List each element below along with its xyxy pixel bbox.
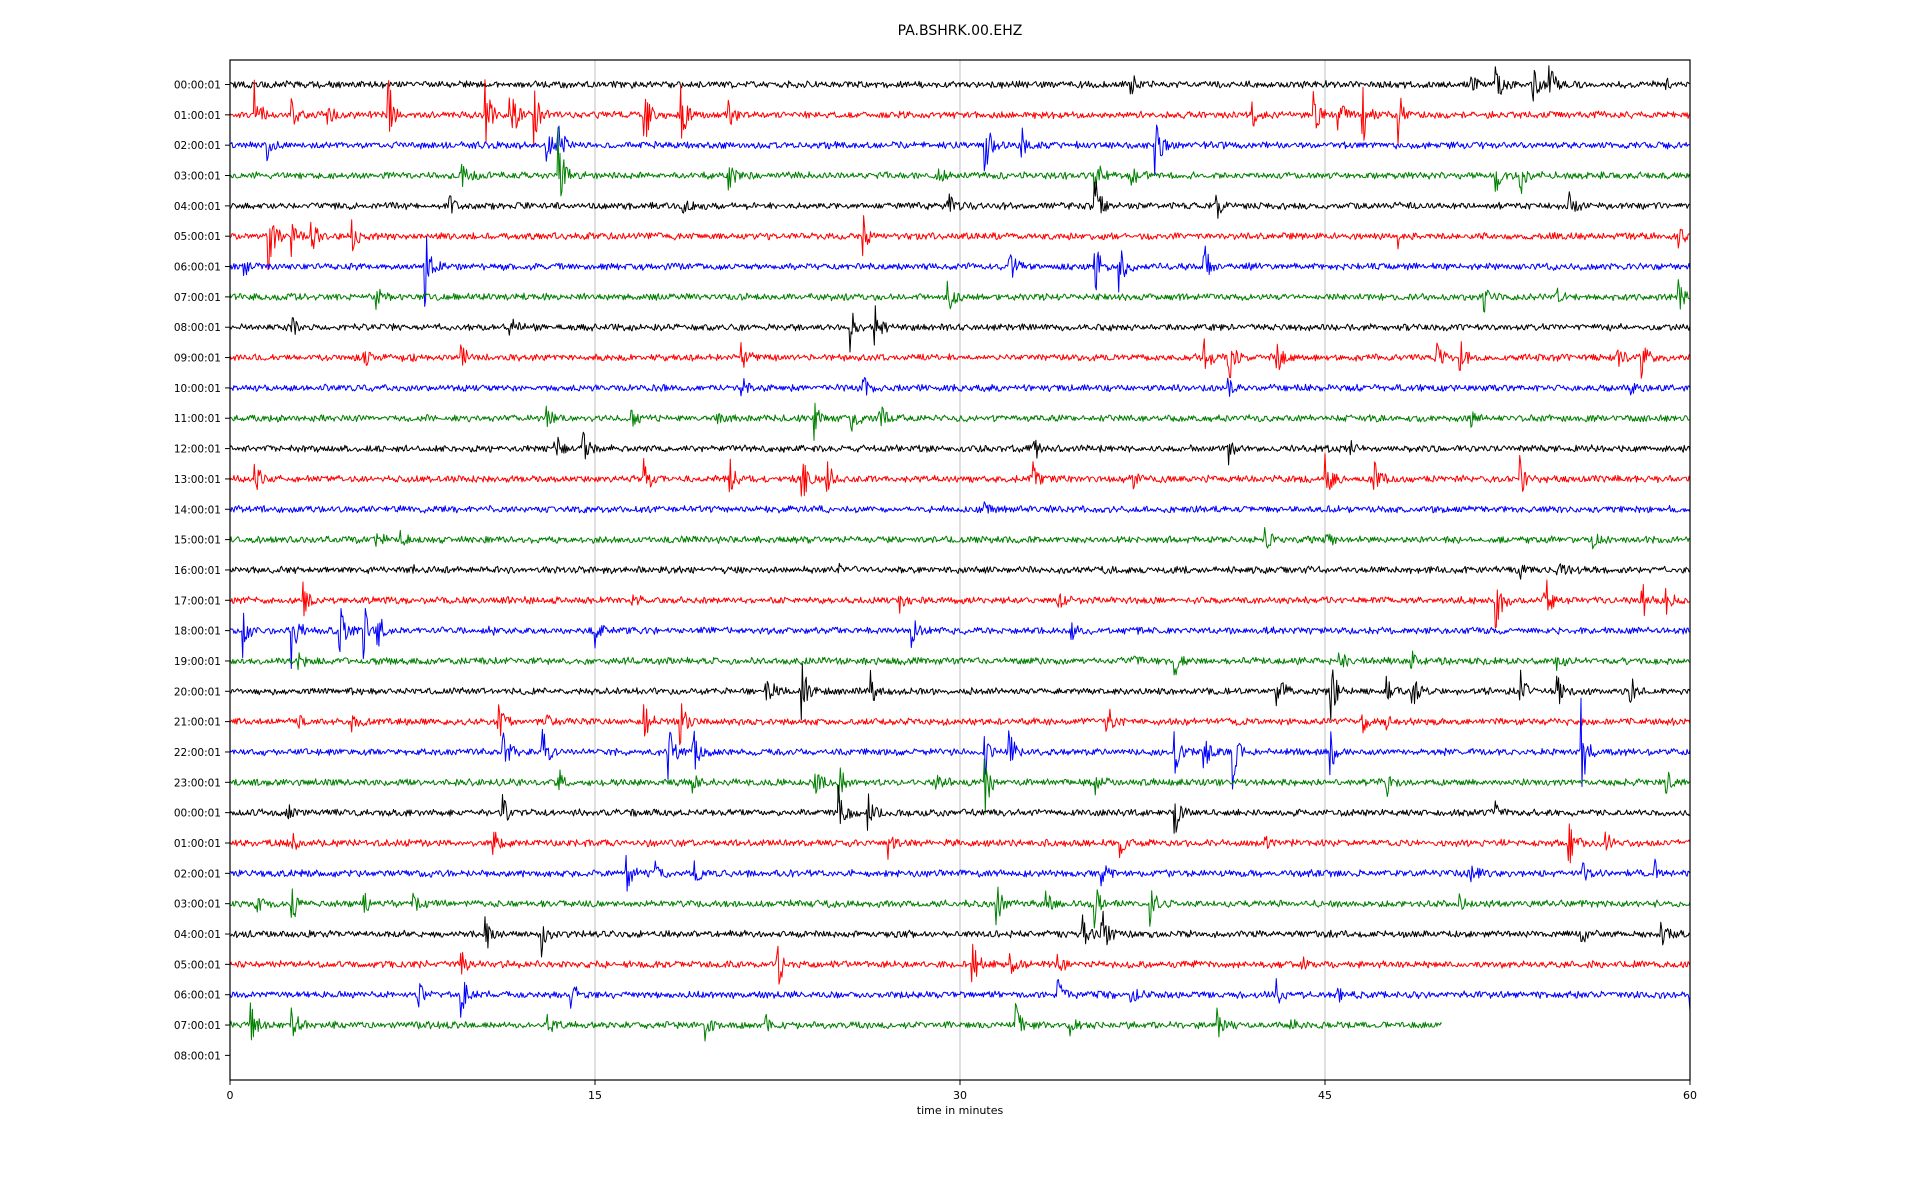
x-tick-label: 15 bbox=[588, 1089, 602, 1102]
trace-row-19 bbox=[229, 650, 1691, 676]
trace-row-15 bbox=[229, 527, 1691, 550]
y-tick-label: 01:00:01 bbox=[174, 838, 221, 850]
trace-row-3 bbox=[229, 127, 1691, 197]
trace-row-23 bbox=[229, 758, 1691, 814]
y-tick-label: 04:00:01 bbox=[174, 201, 221, 213]
y-tick-label: 09:00:01 bbox=[174, 353, 221, 365]
y-tick-label: 03:00:01 bbox=[174, 171, 221, 183]
trace-row-0 bbox=[229, 65, 1690, 102]
trace-row-11 bbox=[229, 402, 1691, 441]
trace-row-5 bbox=[229, 215, 1691, 271]
y-tick-label: 13:00:01 bbox=[174, 474, 221, 486]
y-tick-label: 22:00:01 bbox=[174, 747, 221, 759]
x-tick-label: 45 bbox=[1318, 1089, 1332, 1102]
trace-row-7 bbox=[229, 279, 1691, 313]
trace-row-22 bbox=[229, 697, 1691, 790]
trace-group bbox=[229, 65, 1691, 1042]
trace-row-28 bbox=[229, 910, 1691, 958]
y-axis: 00:00:01 01:00:01 02:00:01 03:00:01 04:00:01… bbox=[174, 80, 230, 1062]
y-tick-label: 06:00:01 bbox=[174, 990, 221, 1002]
y-tick-label: 12:00:01 bbox=[174, 444, 221, 456]
trace-row-27 bbox=[229, 886, 1691, 929]
trace-row-29 bbox=[229, 943, 1691, 985]
trace-row-18 bbox=[229, 607, 1691, 669]
y-tick-label: 17:00:01 bbox=[174, 595, 221, 607]
y-tick-label: 14:00:01 bbox=[174, 504, 221, 516]
y-tick-label: 01:00:01 bbox=[174, 110, 221, 122]
x-tick-label: 60 bbox=[1683, 1089, 1697, 1102]
y-tick-label: 19:00:01 bbox=[174, 656, 221, 668]
y-tick-label: 11:00:01 bbox=[174, 413, 221, 425]
y-tick-label: 06:00:01 bbox=[174, 262, 221, 274]
x-axis-label: time in minutes bbox=[917, 1104, 1004, 1117]
y-tick-label: 15:00:01 bbox=[174, 535, 221, 547]
y-tick-label: 05:00:01 bbox=[174, 231, 221, 243]
trace-row-17 bbox=[229, 579, 1691, 629]
trace-row-26 bbox=[229, 854, 1691, 892]
trace-row-8 bbox=[229, 305, 1691, 353]
y-tick-label: 07:00:01 bbox=[174, 1020, 221, 1032]
y-tick-label: 21:00:01 bbox=[174, 717, 221, 729]
y-tick-label: 02:00:01 bbox=[174, 140, 221, 152]
trace-row-20 bbox=[229, 663, 1691, 721]
y-tick-label: 05:00:01 bbox=[174, 959, 221, 971]
trace-row-9 bbox=[229, 338, 1691, 379]
chart-title: PA.BSHRK.00.EHZ bbox=[898, 23, 1023, 39]
y-tick-label: 10:00:01 bbox=[174, 383, 221, 395]
trace-row-6 bbox=[229, 236, 1691, 307]
y-tick-label: 16:00:01 bbox=[174, 565, 221, 577]
trace-row-12 bbox=[229, 431, 1691, 466]
trace-row-10 bbox=[229, 377, 1691, 397]
y-tick-label: 00:00:01 bbox=[174, 80, 221, 92]
trace-row-30 bbox=[229, 978, 1691, 1018]
y-tick-label: 07:00:01 bbox=[174, 292, 221, 304]
plot-frame bbox=[229, 59, 1691, 1081]
trace-row-14 bbox=[229, 501, 1691, 514]
y-tick-label: 08:00:01 bbox=[174, 1050, 221, 1062]
trace-row-13 bbox=[229, 453, 1691, 497]
x-axis: 0 15 30 45 60 bbox=[227, 1080, 1697, 1102]
y-tick-label: 08:00:01 bbox=[174, 322, 221, 334]
y-tick-label: 23:00:01 bbox=[174, 777, 221, 789]
trace-row-31 bbox=[229, 1002, 1443, 1042]
y-tick-label: 00:00:01 bbox=[174, 808, 221, 820]
y-tick-label: 20:00:01 bbox=[174, 686, 221, 698]
x-tick-label: 0 bbox=[227, 1089, 234, 1102]
y-tick-label: 18:00:01 bbox=[174, 626, 221, 638]
trace-row-16 bbox=[229, 562, 1691, 580]
y-tick-label: 03:00:01 bbox=[174, 899, 221, 911]
trace-row-24 bbox=[229, 784, 1691, 834]
trace-row-2 bbox=[230, 124, 1691, 177]
trace-row-4 bbox=[229, 181, 1691, 219]
x-tick-label: 30 bbox=[953, 1089, 967, 1102]
y-tick-label: 02:00:01 bbox=[174, 868, 221, 880]
trace-row-1 bbox=[229, 79, 1691, 146]
y-tick-label: 04:00:01 bbox=[174, 929, 221, 941]
trace-row-21 bbox=[229, 703, 1691, 746]
trace-row-25 bbox=[229, 823, 1691, 864]
